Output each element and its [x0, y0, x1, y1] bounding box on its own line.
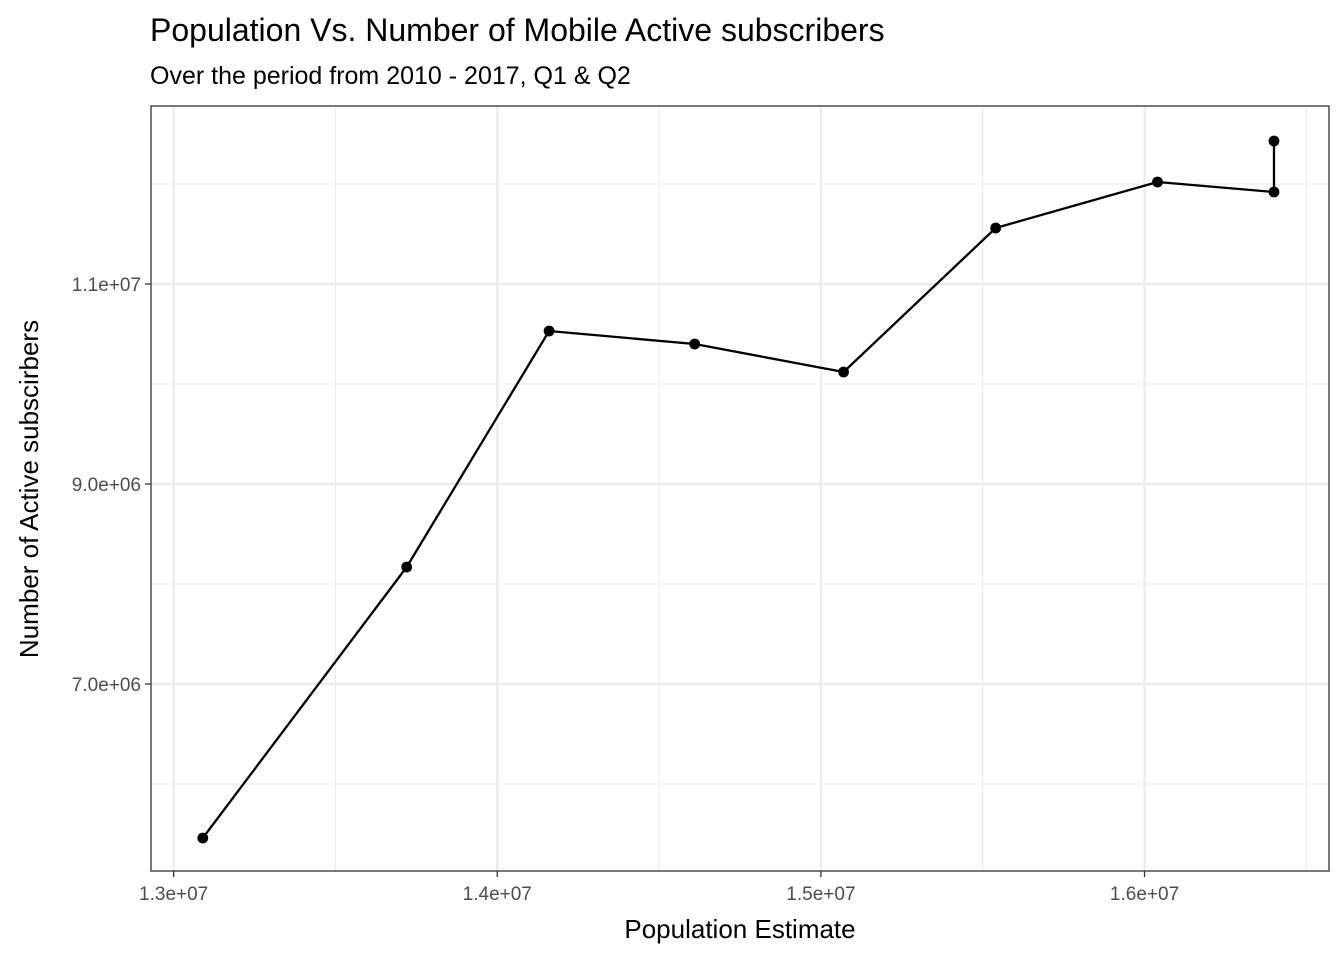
grid-minor — [151, 106, 1329, 871]
plot-background — [151, 106, 1329, 871]
y-tick-label-2: 1.1e+07 — [72, 275, 141, 296]
chart-subtitle: Over the period from 2010 - 2017, Q1 & Q… — [150, 62, 631, 90]
x-tick-label-2: 1.5e+07 — [786, 884, 855, 905]
data-point-2 — [543, 325, 555, 337]
plot-border — [150, 105, 1330, 872]
x-tick-label-1: 1.4e+07 — [463, 884, 532, 905]
data-point-1 — [401, 561, 413, 573]
data-point-3 — [689, 338, 701, 350]
y-tick-label-1: 9.0e+06 — [72, 475, 141, 496]
chart-title: Population Vs. Number of Mobile Active s… — [150, 12, 885, 48]
data-point-6 — [1152, 176, 1163, 188]
data-point-7 — [1268, 186, 1280, 198]
y-axis-title: Number of Active subscirbers — [14, 320, 44, 658]
x-axis-title: Population Estimate — [624, 914, 855, 944]
y-axis: 7.0e+06 9.0e+06 1.1e+07 — [72, 275, 151, 696]
x-axis: 1.3e+07 1.4e+07 1.5e+07 1.6e+07 — [139, 871, 1179, 905]
x-tick-label-0: 1.3e+07 — [139, 884, 208, 905]
x-tick-label-3: 1.6e+07 — [1110, 884, 1179, 905]
y-tick-label-0: 7.0e+06 — [72, 675, 141, 696]
data-point-5 — [990, 222, 1002, 234]
data-point-8 — [1268, 135, 1280, 147]
grid-major — [151, 106, 1329, 871]
data-point-0 — [197, 832, 209, 844]
data-point-4 — [838, 366, 849, 378]
data-points — [197, 135, 1280, 844]
